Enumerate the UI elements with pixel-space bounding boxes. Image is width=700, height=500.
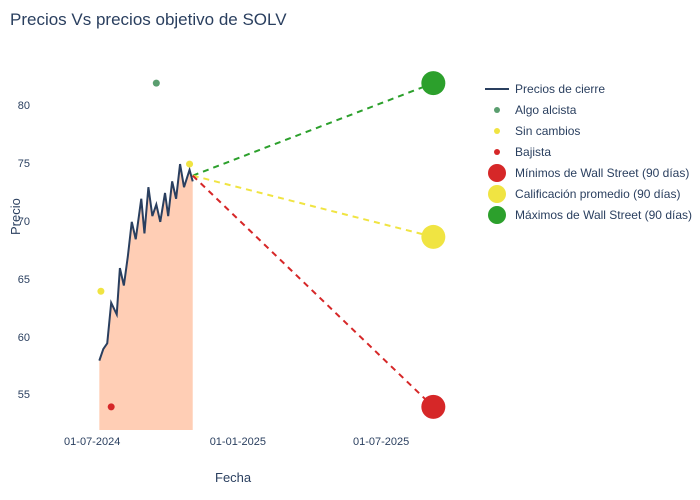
lows-projection-line (193, 176, 434, 407)
y-tick-label: 75 (0, 158, 30, 170)
legend-label: Algo alcista (515, 103, 576, 117)
legend-label: Bajista (515, 145, 551, 159)
plot-area (55, 60, 465, 430)
legend-item-bearish[interactable]: Bajista (483, 143, 692, 161)
avg-projection-marker (421, 225, 445, 249)
legend-item-lows[interactable]: Mínimos de Wall Street (90 días) (483, 164, 692, 182)
x-tick-label: 01-01-2025 (210, 436, 266, 448)
x-tick-label: 01-07-2025 (353, 436, 409, 448)
y-tick-label: 70 (0, 216, 30, 228)
avg-projection-line (193, 176, 434, 237)
highs-projection-line (193, 83, 434, 176)
legend-item-bullish[interactable]: Algo alcista (483, 101, 692, 119)
x-axis-label: Fecha (215, 470, 251, 485)
legend-item-close[interactable]: Precios de cierre (483, 80, 692, 98)
y-tick-label: 80 (0, 100, 30, 112)
legend-label: Precios de cierre (515, 82, 605, 96)
y-tick-label: 55 (0, 389, 30, 401)
bullish-dot (153, 80, 160, 87)
legend: Precios de cierre Algo alcista Sin cambi… (483, 80, 692, 227)
legend-label: Máximos de Wall Street (90 días) (515, 208, 692, 222)
legend-label: Sin cambios (515, 124, 580, 138)
bearish-dot (108, 403, 115, 410)
nochange-dot (186, 161, 193, 168)
x-tick-label: 01-07-2024 (64, 436, 120, 448)
chart-container: Precios Vs precios objetivo de SOLV Prec… (0, 0, 700, 500)
legend-label: Mínimos de Wall Street (90 días) (515, 166, 689, 180)
nochange-dot (97, 288, 104, 295)
legend-item-avg[interactable]: Calificación promedio (90 días) (483, 185, 692, 203)
y-tick-label: 60 (0, 332, 30, 344)
legend-item-highs[interactable]: Máximos de Wall Street (90 días) (483, 206, 692, 224)
legend-item-nochange[interactable]: Sin cambios (483, 122, 692, 140)
y-tick-label: 65 (0, 274, 30, 286)
lows-projection-marker (421, 395, 445, 419)
legend-label: Calificación promedio (90 días) (515, 187, 680, 201)
plot-svg (55, 60, 465, 430)
chart-title: Precios Vs precios objetivo de SOLV (10, 10, 287, 30)
highs-projection-marker (421, 71, 445, 95)
